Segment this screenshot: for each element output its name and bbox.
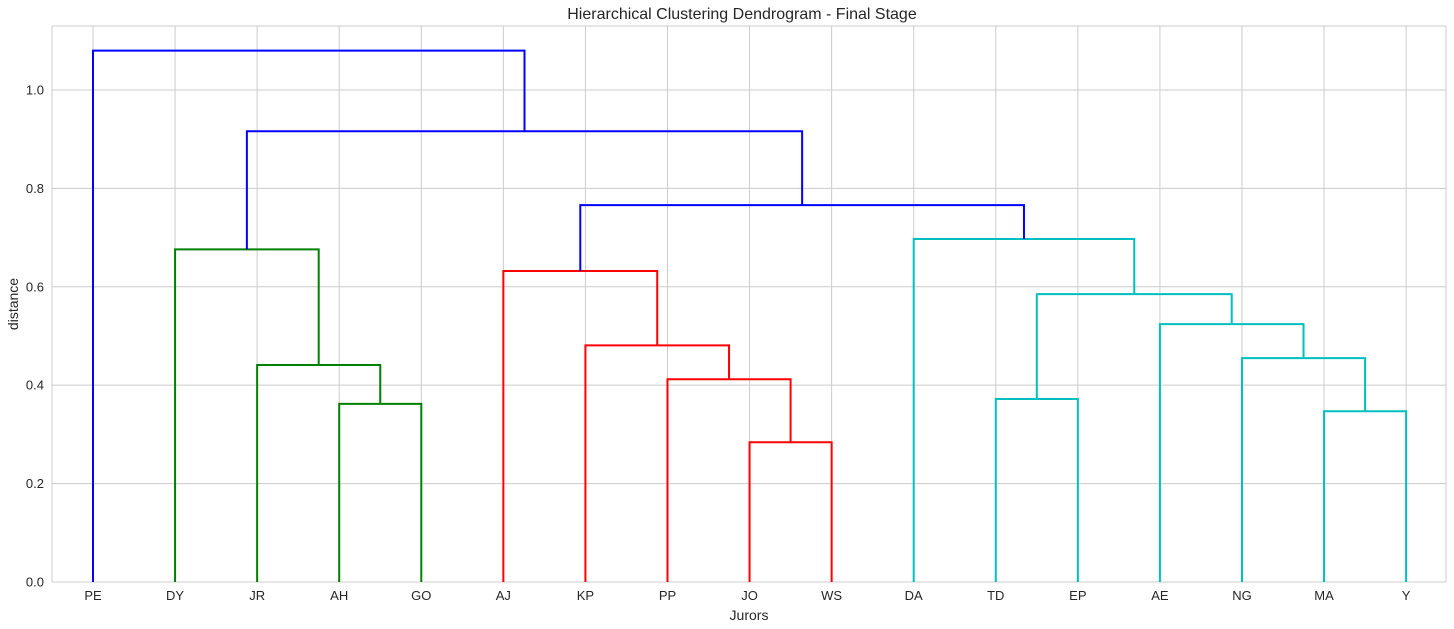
- x-tick-labels: PE DY JR AH GO AJ KP PP JO WS DA TD EP AE NG MA Y: [84, 588, 1410, 603]
- x-tick-label: AE: [1151, 588, 1169, 603]
- x-tick-label: MA: [1314, 588, 1334, 603]
- dendrogram-link: [1158, 323, 1305, 582]
- y-tick-label: 0.8: [26, 181, 44, 196]
- x-tick-label: NG: [1232, 588, 1252, 603]
- dendrogram-link: [92, 49, 526, 582]
- dendrogram-link: [338, 402, 423, 582]
- dendrogram-links: [92, 49, 1408, 582]
- dendrogram-link: [579, 204, 1025, 272]
- y-tick-label: 0.6: [26, 279, 44, 294]
- dendrogram-link: [1323, 410, 1408, 582]
- y-tick-label: 1.0: [26, 82, 44, 97]
- dendrogram-link: [256, 364, 382, 582]
- y-axis-label: distance: [5, 278, 21, 330]
- x-tick-label: GO: [411, 588, 431, 603]
- chart-title: Hierarchical Clustering Dendrogram - Fin…: [567, 6, 917, 23]
- x-tick-label: KP: [577, 588, 594, 603]
- x-tick-label: DY: [166, 588, 184, 603]
- dendrogram-link: [502, 270, 659, 582]
- x-tick-label: TD: [987, 588, 1004, 603]
- dendrogram-link: [994, 397, 1079, 582]
- dendrogram-link: [1035, 293, 1233, 399]
- dendrogram-link: [666, 378, 792, 582]
- x-tick-label: Y: [1402, 588, 1411, 603]
- dendrogram-link: [748, 441, 833, 582]
- y-tick-label: 0.4: [26, 378, 44, 393]
- dendrogram-link: [1240, 357, 1367, 582]
- x-tick-label: DA: [905, 588, 923, 603]
- dendrogram-link: [174, 248, 320, 582]
- dendrogram-link: [584, 344, 731, 582]
- dendrogram-link: [912, 238, 1136, 582]
- x-axis-label: Jurors: [730, 607, 769, 623]
- y-tick-label: 0.2: [26, 476, 44, 491]
- x-tick-label: JO: [741, 588, 758, 603]
- x-tick-label: AJ: [496, 588, 511, 603]
- x-tick-label: JR: [249, 588, 265, 603]
- x-tick-label: PP: [659, 588, 676, 603]
- y-tick-label: 0.0: [26, 575, 44, 590]
- y-tick-labels: 0.0 0.2 0.4 0.6 0.8 1.0: [26, 82, 44, 589]
- x-tick-label: WS: [821, 588, 842, 603]
- x-tick-label: AH: [330, 588, 348, 603]
- x-tick-label: EP: [1069, 588, 1086, 603]
- dendrogram-link: [245, 130, 804, 250]
- x-tick-label: PE: [84, 588, 102, 603]
